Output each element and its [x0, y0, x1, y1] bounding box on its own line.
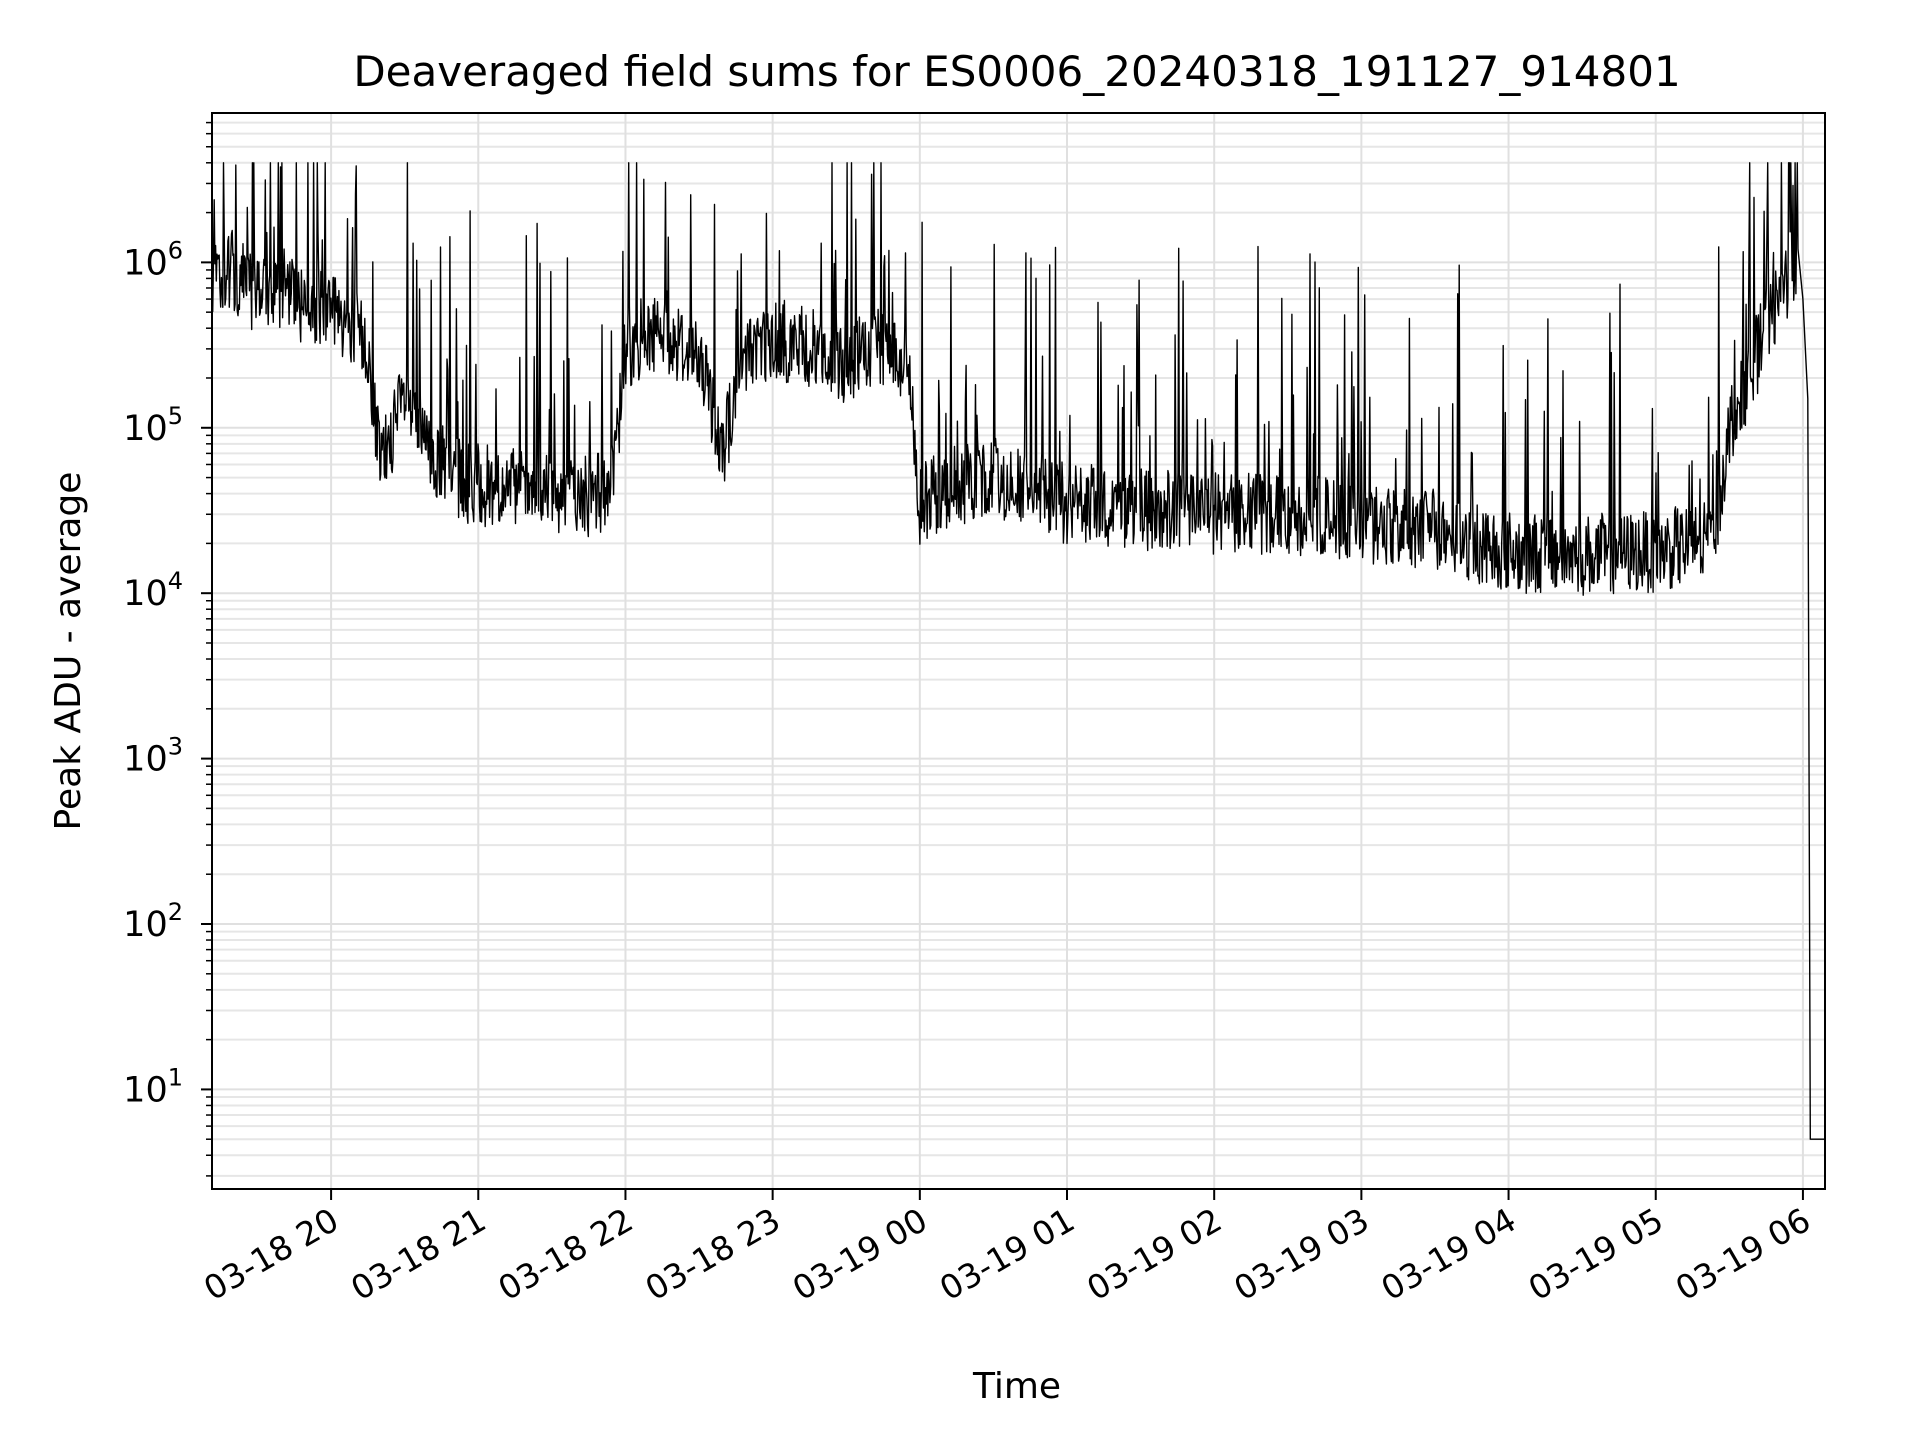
plot-series — [211, 162, 1825, 1140]
y-tick-label: 106 — [123, 236, 183, 283]
y-tick-label: 104 — [123, 567, 183, 614]
x-axis-label: Time — [972, 1366, 1061, 1407]
y-axis-label: Peak ADU - average — [48, 472, 89, 831]
y-tick-label: 102 — [123, 898, 183, 945]
series-line — [211, 162, 1825, 1140]
y-tick-label: 103 — [123, 733, 183, 780]
chart-title: Deaveraged field sums for ES0006_2024031… — [353, 47, 1680, 96]
y-tick-label: 101 — [123, 1063, 183, 1110]
gridlines — [212, 113, 1825, 1189]
plot-frame — [211, 112, 1826, 1190]
y-tick-label: 105 — [123, 402, 183, 449]
